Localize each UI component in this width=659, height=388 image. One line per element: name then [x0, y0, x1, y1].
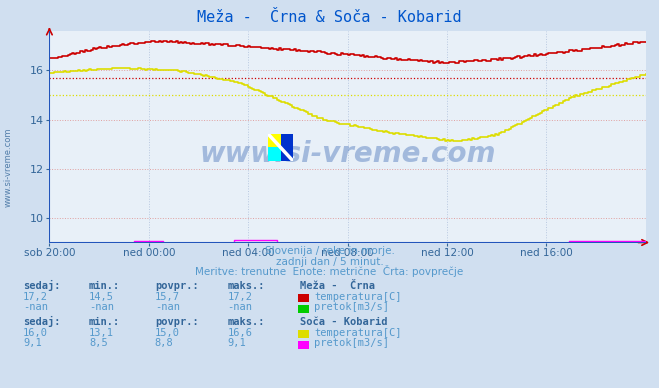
Text: maks.:: maks.: — [227, 281, 265, 291]
Text: Meža -  Črna & Soča - Kobarid: Meža - Črna & Soča - Kobarid — [197, 10, 462, 25]
Text: Soča - Kobarid: Soča - Kobarid — [300, 317, 387, 327]
Text: sedaj:: sedaj: — [23, 280, 61, 291]
Text: zadnji dan / 5 minut.: zadnji dan / 5 minut. — [275, 256, 384, 267]
Text: 15,0: 15,0 — [155, 327, 180, 338]
Text: povpr.:: povpr.: — [155, 317, 198, 327]
Text: povpr.:: povpr.: — [155, 281, 198, 291]
Text: -nan: -nan — [227, 302, 252, 312]
Text: 16,6: 16,6 — [227, 327, 252, 338]
Bar — [281, 134, 293, 161]
Text: pretok[m3/s]: pretok[m3/s] — [314, 338, 389, 348]
Text: www.si-vreme.com: www.si-vreme.com — [3, 127, 13, 206]
Text: 9,1: 9,1 — [227, 338, 246, 348]
Bar — [268, 134, 281, 147]
Text: 8,5: 8,5 — [89, 338, 107, 348]
Text: temperatura[C]: temperatura[C] — [314, 291, 402, 301]
Text: 13,1: 13,1 — [89, 327, 114, 338]
Text: Slovenija / reke in morje.: Slovenija / reke in morje. — [264, 246, 395, 256]
Text: maks.:: maks.: — [227, 317, 265, 327]
Text: min.:: min.: — [89, 317, 120, 327]
Text: -nan: -nan — [89, 302, 114, 312]
Text: 14,5: 14,5 — [89, 291, 114, 301]
Text: Meža -  Črna: Meža - Črna — [300, 281, 375, 291]
Text: 16,0: 16,0 — [23, 327, 48, 338]
Text: 9,1: 9,1 — [23, 338, 42, 348]
Text: min.:: min.: — [89, 281, 120, 291]
Text: -nan: -nan — [23, 302, 48, 312]
Text: www.si-vreme.com: www.si-vreme.com — [200, 140, 496, 168]
Text: Meritve: trenutne  Enote: metrične  Črta: povprečje: Meritve: trenutne Enote: metrične Črta: … — [195, 265, 464, 277]
Text: temperatura[C]: temperatura[C] — [314, 327, 402, 338]
Text: -nan: -nan — [155, 302, 180, 312]
Text: sedaj:: sedaj: — [23, 316, 61, 327]
Text: pretok[m3/s]: pretok[m3/s] — [314, 302, 389, 312]
Text: 17,2: 17,2 — [227, 291, 252, 301]
Bar — [268, 147, 281, 161]
Text: 8,8: 8,8 — [155, 338, 173, 348]
Text: 17,2: 17,2 — [23, 291, 48, 301]
Text: 15,7: 15,7 — [155, 291, 180, 301]
